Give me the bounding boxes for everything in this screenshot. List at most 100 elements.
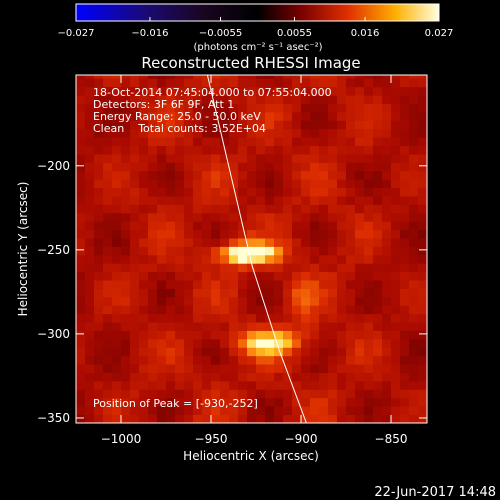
heatmap-cell <box>391 389 401 399</box>
heatmap-cell <box>157 154 167 163</box>
heatmap-cell <box>283 238 293 247</box>
heatmap-cell <box>166 137 176 147</box>
heatmap-cell <box>211 204 221 214</box>
heatmap-cell <box>148 229 158 239</box>
heatmap-cell <box>121 254 131 264</box>
heatmap-cell <box>157 238 167 247</box>
heatmap-cell <box>139 271 149 281</box>
heatmap-cell <box>148 128 158 138</box>
heatmap-cell <box>265 229 275 239</box>
heatmap-cell <box>301 254 311 264</box>
heatmap-cell <box>265 137 275 147</box>
heatmap-cell <box>112 389 122 399</box>
heatmap-cell <box>238 238 248 247</box>
heatmap-cell <box>256 137 266 147</box>
heatmap-cell <box>319 86 329 96</box>
heatmap-cell <box>265 103 275 113</box>
heatmap-cell <box>112 137 122 147</box>
heatmap-cell <box>283 322 293 331</box>
heatmap-cell <box>400 296 410 306</box>
heatmap-cell <box>94 78 104 88</box>
heatmap-cell <box>238 78 248 88</box>
heatmap-cell <box>274 322 284 331</box>
heatmap-cell <box>283 162 293 172</box>
heatmap-cell <box>274 338 284 348</box>
heatmap-cell <box>256 103 266 113</box>
heatmap-cell <box>112 179 122 189</box>
heatmap-cell <box>130 238 140 247</box>
heatmap-cell <box>418 414 427 423</box>
heatmap-cell <box>418 111 427 121</box>
heatmap-cell <box>364 313 374 323</box>
colorbar-ticks: −0.027 −0.016 −0.0055 0.0055 0.016 0.027 <box>57 17 453 39</box>
heatmap-cell <box>364 397 374 407</box>
heatmap-cell <box>211 154 221 163</box>
heatmap-cell <box>139 75 149 79</box>
heatmap-cell <box>409 347 419 357</box>
heatmap-cell <box>400 254 410 264</box>
heatmap-cell <box>211 254 221 264</box>
heatmap-cell <box>274 128 284 138</box>
heatmap-cell <box>364 154 374 163</box>
heatmap-cell <box>382 305 392 315</box>
heatmap-cell <box>112 406 122 415</box>
heatmap-cell <box>319 313 329 323</box>
heatmap-cell <box>319 397 329 407</box>
heatmap-cell <box>373 322 383 331</box>
heatmap-cell <box>256 280 266 289</box>
heatmap-cell <box>337 120 347 130</box>
heatmap-cell <box>382 355 392 365</box>
heatmap-cell <box>319 196 329 205</box>
heatmap-cell <box>265 95 275 104</box>
heatmap-cell <box>94 204 104 214</box>
heatmap-cell <box>148 246 158 256</box>
heatmap-cell <box>310 330 320 340</box>
heatmap-cell <box>202 95 212 104</box>
heatmap-cell <box>310 187 320 197</box>
heatmap-cell <box>364 238 374 247</box>
heatmap-cell <box>346 212 356 222</box>
heatmap-cell <box>103 196 113 205</box>
heatmap-cell <box>346 372 356 382</box>
heatmap-cell <box>409 162 419 172</box>
heatmap-cell <box>310 95 320 104</box>
heatmap-cell <box>355 103 365 113</box>
heatmap-cell <box>211 238 221 247</box>
heatmap-cell <box>247 170 257 180</box>
heatmap-cell <box>301 280 311 289</box>
heatmap-cell <box>238 330 248 340</box>
heatmap-cell <box>364 355 374 365</box>
heatmap-cell <box>94 196 104 205</box>
heatmap-cell <box>409 196 419 205</box>
heatmap-cell <box>103 229 113 239</box>
heatmap-cell <box>418 305 427 315</box>
heatmap-cell <box>292 313 302 323</box>
heatmap-cell <box>319 120 329 130</box>
heatmap-cell <box>85 322 95 331</box>
heatmap-cell <box>391 355 401 365</box>
heatmap-cell <box>238 154 248 163</box>
heatmap-cell <box>184 372 194 382</box>
heatmap-cell <box>229 95 239 104</box>
heatmap-cell <box>292 120 302 130</box>
heatmap-cell <box>103 204 113 214</box>
heatmap-cell <box>193 372 203 382</box>
heatmap-cell <box>364 246 374 256</box>
heatmap-cell <box>355 288 365 298</box>
heatmap-cell <box>85 305 95 315</box>
heatmap-cell <box>418 120 427 130</box>
heatmap-cell <box>319 364 329 373</box>
heatmap-cell <box>391 128 401 138</box>
heatmap-cell <box>121 103 131 113</box>
heatmap-cell <box>94 137 104 147</box>
heatmap-cell <box>373 238 383 247</box>
heatmap-cell <box>319 246 329 256</box>
heatmap-cell <box>256 196 266 205</box>
heatmap-cell <box>364 414 374 423</box>
heatmap-cell <box>409 86 419 96</box>
heatmap-cell <box>346 75 356 79</box>
heatmap-cell <box>391 246 401 256</box>
heatmap-cell <box>238 75 248 79</box>
heatmap-cell <box>85 330 95 340</box>
heatmap-cell <box>166 204 176 214</box>
